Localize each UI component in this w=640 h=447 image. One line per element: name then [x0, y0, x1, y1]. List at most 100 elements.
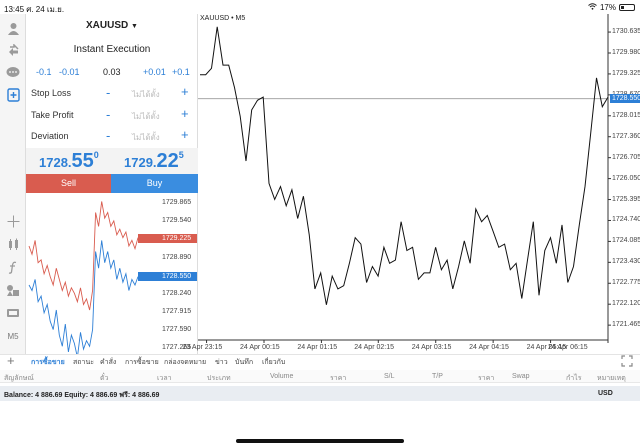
stop-loss-minus-button[interactable]: -	[106, 85, 111, 100]
y-tick-label: 1723.430	[612, 258, 640, 266]
price-chart-svg	[198, 14, 611, 343]
function-icon[interactable]	[3, 257, 23, 277]
x-tick-label: 24 Apr 05:15	[526, 344, 567, 351]
y-tick-label: 1722.120	[612, 300, 640, 308]
timeframe-button[interactable]: M5	[3, 326, 23, 346]
bid-price: 1728.550	[39, 150, 99, 172]
current-price-flag: 1728.550	[610, 94, 640, 104]
battery-icon	[619, 4, 635, 11]
col-time: เวลา	[157, 375, 172, 382]
tick-axis-label: 1727.265	[162, 344, 192, 352]
tab-trade[interactable]: การซื้อขาย	[31, 359, 65, 366]
templates-icon[interactable]	[3, 303, 23, 323]
stop-loss-field: Stop Loss - ไม่ได้ตั้ง +	[26, 83, 198, 105]
y-tick-label: 1724.085	[612, 237, 640, 245]
tick-axis-label: 1729.865	[162, 199, 192, 207]
order-panel: XAUUSD ▼ Instant Execution -0.1 -0.01 0.…	[26, 14, 198, 368]
take-profit-label: Take Profit	[31, 110, 74, 120]
chart-title: XAUUSD • M5	[200, 15, 246, 22]
tick-chart: 1729.865 1729.540 1728.890 1728.240 1727.915…	[26, 193, 198, 368]
price-chart[interactable]: XAUUSD • M5 1730.635 1729.980 1729.325 1728…	[183, 14, 640, 356]
take-profit-minus-button[interactable]: -	[106, 107, 111, 122]
symbol-label: XAUUSD	[86, 20, 129, 31]
crosshair-icon[interactable]	[3, 211, 23, 231]
stop-loss-input[interactable]: ไม่ได้ตั้ง	[132, 90, 160, 99]
col-volume: Volume	[270, 373, 294, 380]
expand-icon[interactable]	[621, 355, 633, 367]
volume-input[interactable]: 0.03	[103, 67, 121, 77]
timeframe-label: M5	[7, 331, 19, 341]
col-type: ประเภท	[207, 375, 231, 382]
tick-axis-label: 1727.590	[162, 326, 192, 334]
table-header: สัญลักษณ์ ตั๋ว เวลา ประเภท Volume ราคา S…	[0, 370, 640, 383]
tab-news[interactable]: ข่าว	[215, 359, 228, 366]
col-swap: Swap	[512, 373, 530, 380]
deviation-label: Deviation	[31, 131, 69, 141]
volume-plus-0.1[interactable]: +0.1	[172, 67, 190, 77]
col-profit: กำไร	[566, 375, 582, 382]
price-line-series	[200, 26, 609, 305]
tab-positions[interactable]: สถานะ	[73, 359, 94, 366]
y-tick-label: 1730.635	[612, 28, 640, 36]
volume-minus-0.1[interactable]: -0.1	[36, 67, 52, 77]
y-tick-label: 1726.050	[612, 174, 640, 182]
stop-loss-plus-button[interactable]: +	[181, 84, 189, 99]
home-indicator	[236, 439, 404, 443]
new-order-icon[interactable]	[3, 85, 23, 105]
tab-orders[interactable]: คำสั่ง	[100, 359, 117, 366]
col-price-open: ราคา	[330, 375, 347, 382]
take-profit-input[interactable]: ไม่ได้ตั้ง	[132, 112, 160, 121]
sell-button[interactable]: Sell	[26, 174, 111, 193]
take-profit-plus-button[interactable]: +	[181, 106, 189, 121]
tick-axis-label: 1728.890	[162, 253, 192, 261]
price-row: 1728.550 1729.225	[26, 148, 198, 176]
objects-icon[interactable]	[3, 280, 23, 300]
take-profit-field: Take Profit - ไม่ได้ตั้ง +	[26, 105, 198, 127]
deviation-minus-button[interactable]: -	[106, 128, 111, 143]
chat-icon[interactable]	[3, 62, 23, 82]
tick-axis-label: 1727.915	[162, 308, 192, 315]
wifi-icon	[588, 3, 597, 12]
col-symbol: สัญลักษณ์	[4, 375, 34, 382]
tick-axis-label: 1728.240	[162, 289, 192, 297]
volume-plus-0.01[interactable]: +0.01	[143, 67, 166, 77]
volume-minus-0.01[interactable]: -0.01	[59, 67, 80, 77]
col-price-current: ราคา	[478, 375, 495, 382]
status-time: 13:45 ศ. 24 เม.ย.	[4, 5, 65, 14]
balance-currency: USD	[598, 390, 613, 397]
tab-about[interactable]: เกี่ยวกับ	[262, 359, 286, 366]
tab-mailbox[interactable]: กล่องจดหมาย	[164, 359, 207, 366]
deviation-field: Deviation - ไม่ได้ตั้ง +	[26, 126, 198, 148]
accounts-icon[interactable]	[3, 18, 23, 38]
y-tick-label: 1726.705	[612, 153, 640, 161]
trade-icon[interactable]	[3, 40, 23, 60]
indicators-icon[interactable]	[3, 234, 23, 254]
status-bar: 13:45 ศ. 24 เม.ย. 17%	[0, 0, 640, 14]
execution-mode[interactable]: Instant Execution	[73, 44, 151, 55]
chevron-down-icon: ▼	[131, 23, 138, 30]
col-tp: T/P	[432, 373, 443, 380]
buy-button[interactable]: Buy	[111, 174, 198, 193]
y-tick-label: 1722.775	[612, 279, 640, 287]
stop-loss-label: Stop Loss	[31, 88, 72, 98]
volume-row: -0.1 -0.01 0.03 +0.01 +0.1	[26, 67, 198, 81]
deviation-input[interactable]: ไม่ได้ตั้ง	[132, 133, 160, 142]
tab-history[interactable]: การซื้อขาย	[125, 359, 159, 366]
tab-journal[interactable]: บันทึก	[235, 359, 254, 366]
y-tick-label: 1728.015	[612, 111, 640, 119]
y-tick-label: 1725.395	[612, 195, 640, 203]
ask-tick-line	[28, 201, 139, 311]
deviation-plus-button[interactable]: +	[181, 127, 189, 142]
symbol-selector[interactable]: XAUUSD ▼	[26, 20, 198, 31]
bid-tick-line	[28, 240, 139, 358]
terminal-tabs: + การซื้อขาย สถานะ คำสั่ง การซื้อขาย กล่…	[0, 353, 640, 368]
add-icon[interactable]: +	[7, 353, 15, 368]
battery-percent: 17%	[599, 3, 616, 12]
ask-price-tag: 1729.225	[138, 234, 197, 244]
x-tick-label: 24 Apr 02:15	[354, 344, 394, 351]
x-tick-label: 23 Apr 23:15	[182, 344, 223, 351]
col-ticket: ตั๋ว	[100, 375, 109, 382]
col-comment: หมายเหตุ	[597, 375, 626, 382]
x-tick-label: 24 Apr 03:15	[411, 344, 452, 351]
balance-text: Balance: 4 886.69 Equity: 4 886.69 ฟรี: …	[4, 392, 160, 399]
